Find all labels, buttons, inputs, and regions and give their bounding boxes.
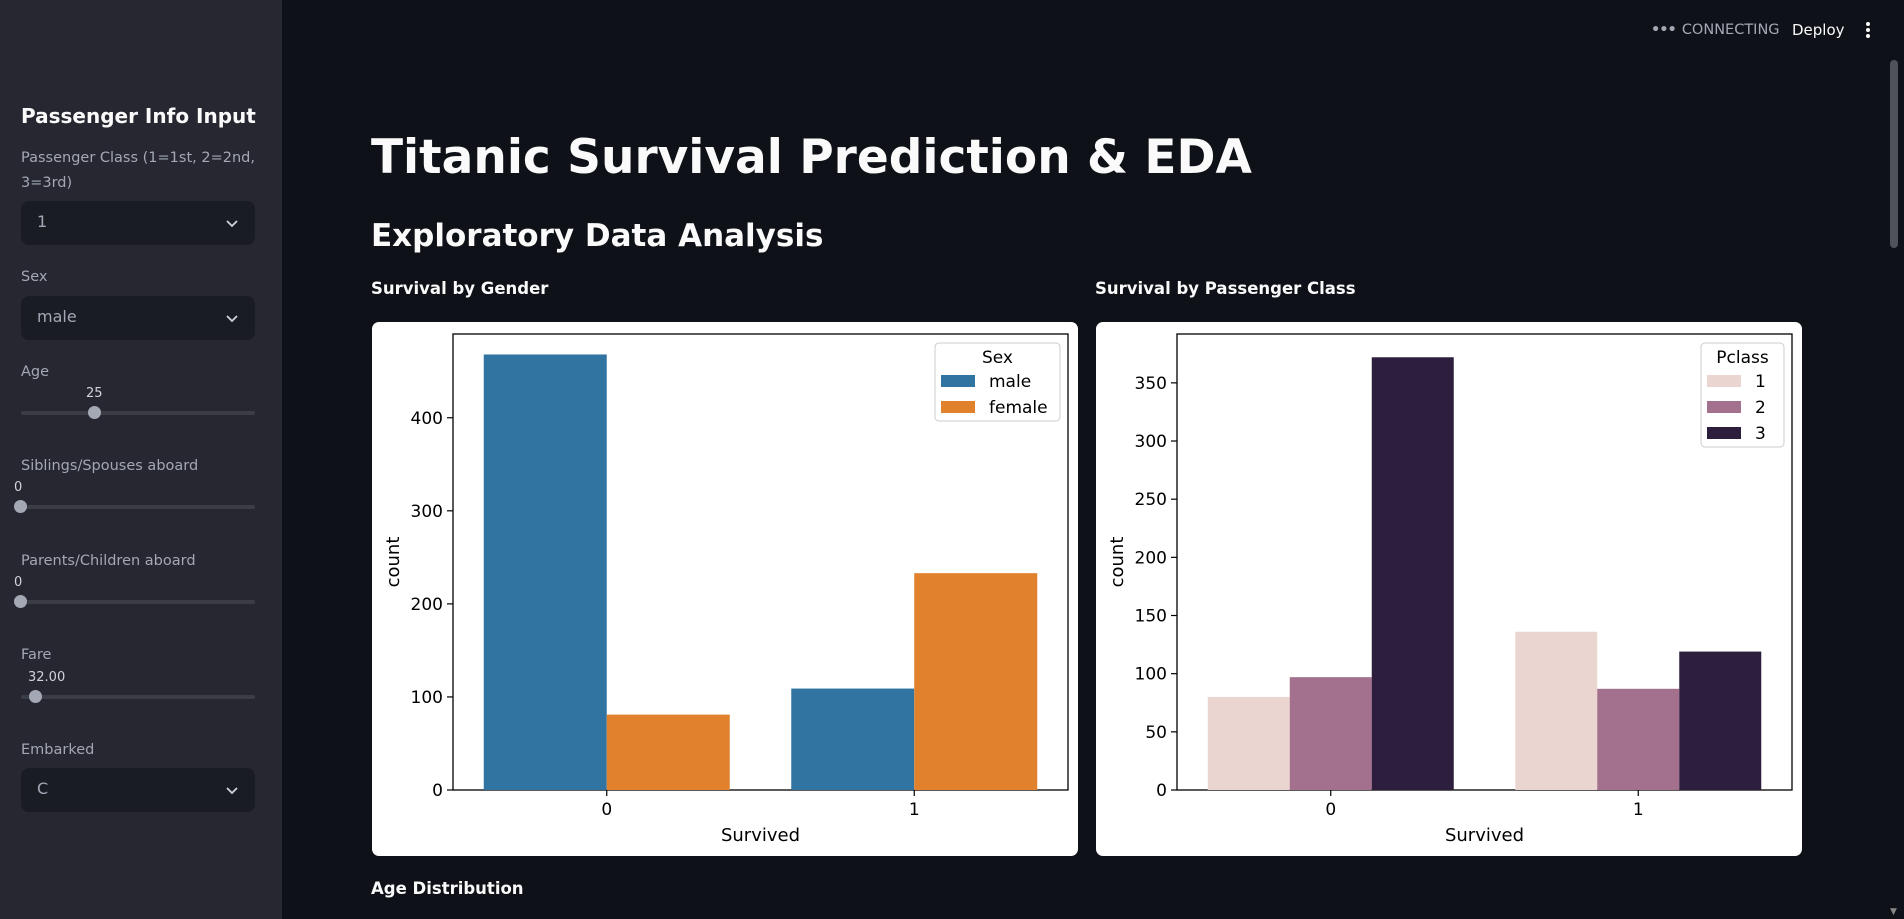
y-tick-label: 300 <box>1135 432 1167 452</box>
bar-female-0 <box>606 714 730 790</box>
legend-swatch <box>1707 427 1741 439</box>
y-tick-label: 100 <box>411 688 443 708</box>
gender-chart-svg: 0 100 200 300 400 0 1 Survived count Sex male femal… <box>383 333 1069 846</box>
x-tick-label: 1 <box>1633 800 1644 820</box>
legend-label: male <box>989 372 1031 392</box>
section-title: Exploratory Data Analysis <box>371 218 824 254</box>
legend-label: 1 <box>1755 372 1766 392</box>
pclass-select[interactable]: 1 <box>21 201 255 245</box>
pclass-label: Passenger Class (1=1st, 2=2nd, 3=3rd) <box>21 150 255 191</box>
legend-swatch <box>941 401 975 413</box>
sex-label: Sex <box>21 269 48 285</box>
embarked-label: Embarked <box>21 742 95 758</box>
y-tick-label: 0 <box>1156 781 1167 801</box>
legend-swatch <box>1707 375 1741 387</box>
parch-label: Parents/Children aboard <box>21 553 196 569</box>
y-tick-label: 200 <box>411 595 443 615</box>
bar-2-0 <box>1289 677 1372 790</box>
fare-slider-thumb[interactable] <box>29 690 42 703</box>
more-vertical-icon[interactable] <box>1860 20 1876 40</box>
sidebar-title: Passenger Info Input <box>21 104 256 128</box>
bar-3-0 <box>1371 357 1454 790</box>
age-slider-thumb[interactable] <box>88 406 101 419</box>
sibsp-label: Siblings/Spouses aboard <box>21 458 199 474</box>
x-axis-label: Survived <box>1445 825 1524 846</box>
parch-slider-value: 0 <box>14 575 23 590</box>
legend-title: Pclass <box>1716 348 1769 368</box>
legend-label: 2 <box>1755 398 1766 418</box>
scroll-down-icon[interactable]: ▼ <box>1890 907 1897 917</box>
y-tick-label: 50 <box>1145 723 1167 743</box>
pclass-value: 1 <box>37 212 48 231</box>
bar-3-1 <box>1679 651 1762 790</box>
sibsp-slider-thumb[interactable] <box>14 500 27 513</box>
bar-male-0 <box>483 354 607 790</box>
plot-frame <box>452 333 1069 791</box>
age-label: Age <box>21 364 50 380</box>
plot-frame <box>1176 333 1793 791</box>
bar-1-0 <box>1207 696 1290 790</box>
sex-select[interactable]: male <box>21 296 255 340</box>
class-chart-label: Survival by Passenger Class <box>1095 279 1356 298</box>
sibsp-slider[interactable] <box>21 505 255 509</box>
bar-1-1 <box>1515 631 1598 790</box>
legend-box <box>1700 342 1785 448</box>
x-tick-label: 0 <box>601 800 612 820</box>
chevron-down-icon <box>226 315 238 323</box>
scrollbar-thumb[interactable] <box>1890 60 1898 248</box>
y-axis-label: count <box>1107 537 1128 588</box>
class-chart-svg: 0 50 100 150 200 250 300 350 0 1 Survived count Pcla… <box>1107 333 1793 846</box>
bar-female-1 <box>914 573 1038 790</box>
fare-slider[interactable] <box>21 695 255 699</box>
class-chart: 0 50 100 150 200 250 300 350 0 1 Survived count Pcla… <box>1096 322 1802 856</box>
sibsp-slider-value: 0 <box>14 480 23 495</box>
y-tick-label: 100 <box>1135 665 1167 685</box>
x-tick-label: 0 <box>1325 800 1336 820</box>
y-tick-label: 300 <box>411 502 443 522</box>
age-slider[interactable] <box>21 411 255 415</box>
y-axis-label: count <box>383 537 404 588</box>
y-tick-label: 250 <box>1135 490 1167 510</box>
legend-label: 3 <box>1755 424 1766 444</box>
parch-slider[interactable] <box>21 600 255 604</box>
x-axis-label: Survived <box>721 825 800 846</box>
connection-status-text: CONNECTING <box>1681 22 1780 38</box>
connection-status: ••• CONNECTING <box>1651 22 1780 38</box>
deploy-button[interactable]: Deploy <box>1792 21 1845 39</box>
y-tick-label: 0 <box>432 781 443 801</box>
embarked-select[interactable]: C <box>21 768 255 812</box>
sidebar: Passenger Info Input Passenger Class (1=… <box>0 0 282 919</box>
bar-male-1 <box>791 688 915 790</box>
gender-chart-label: Survival by Gender <box>371 279 549 298</box>
parch-slider-thumb[interactable] <box>14 595 27 608</box>
embarked-value: C <box>37 779 49 798</box>
y-tick-label: 200 <box>1135 548 1167 568</box>
fare-label: Fare <box>21 647 52 663</box>
y-tick-label: 400 <box>411 409 443 429</box>
legend-title: Sex <box>982 348 1013 368</box>
age-slider-value: 25 <box>86 386 103 401</box>
legend-label: female <box>989 398 1048 418</box>
x-tick-label: 1 <box>909 800 920 820</box>
age-chart-label: Age Distribution <box>371 879 524 898</box>
sex-value: male <box>37 307 77 326</box>
y-tick-label: 350 <box>1135 374 1167 394</box>
legend-swatch <box>941 375 975 387</box>
bar-2-1 <box>1597 688 1680 790</box>
gender-chart: 0 100 200 300 400 0 1 Survived count Sex male femal… <box>372 322 1078 856</box>
legend-swatch <box>1707 401 1741 413</box>
page-title: Titanic Survival Prediction & EDA <box>371 130 1252 185</box>
chevron-down-icon <box>226 787 238 795</box>
fare-slider-value: 32.00 <box>28 670 66 685</box>
y-tick-label: 150 <box>1135 607 1167 627</box>
chevron-down-icon <box>226 220 238 228</box>
ellipsis-icon: ••• <box>1651 22 1677 38</box>
